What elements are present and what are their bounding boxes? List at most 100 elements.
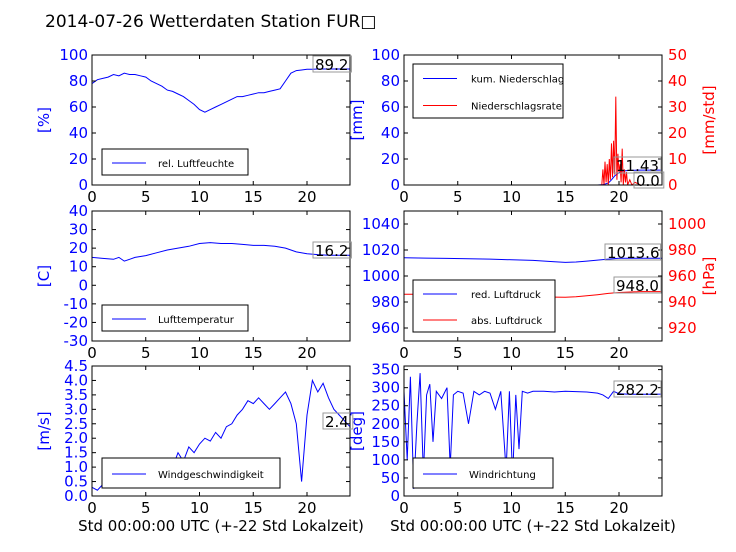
current-value-wind_speed-box: [322, 412, 354, 430]
legend-box-wind_speed: [101, 457, 281, 489]
x-tick-label: 5: [453, 344, 463, 362]
y-tick-label-right: 1000: [668, 215, 706, 233]
x-axis-label: Std 00:00:00 UTC (+-22 Std Lokalzeit): [78, 517, 364, 535]
y-tick-label-right: 940: [668, 293, 697, 311]
y-tick-label: 20: [69, 150, 88, 168]
y-tick-label-right: 30: [668, 98, 687, 116]
x-tick-label: 15: [556, 344, 575, 362]
legend-label: Windrichtung: [469, 470, 536, 481]
x-tick-label: 5: [453, 188, 463, 206]
y-tick-label: -30: [64, 332, 89, 350]
legend-box-precip: [412, 63, 564, 119]
series-line-humidity-0: [92, 68, 350, 113]
y-tick-label: 30: [69, 221, 88, 239]
current-value-pressure-box: [604, 243, 662, 261]
panel-precip: 0 5 10 15 20 0 20 40 60 80 100 0 10 20 30 40 50 [mm/std] […: [348, 46, 718, 206]
y-tick-label: 100: [371, 451, 400, 469]
series-line-pressure-0: [404, 257, 662, 263]
y-axis-label-right: [mm/std]: [700, 85, 718, 154]
x-tick-label: 10: [190, 188, 209, 206]
y-tick-label: 80: [381, 72, 400, 90]
y-axis-label-right: [hPa]: [700, 257, 718, 296]
x-tick-label: 0: [399, 188, 409, 206]
legend-label: red. Luftdruck: [471, 290, 541, 301]
current-value-right-pressure: 948.0: [616, 277, 659, 295]
y-tick-label: 80: [69, 72, 88, 90]
y-tick-label: 4.5: [64, 357, 88, 375]
y-tick-label-right: 20: [668, 124, 687, 142]
legend-label: kum. Niederschlag: [471, 75, 564, 86]
y-tick-label-right: 10: [668, 150, 687, 168]
current-value-precip-box: [613, 156, 662, 174]
y-tick-label: 100: [59, 46, 88, 64]
y-tick-label: 20: [381, 150, 400, 168]
x-tick-label: 10: [502, 499, 521, 517]
y-tick-label: -20: [64, 313, 89, 331]
y-tick-label: 40: [69, 202, 88, 220]
y-tick-label: 20: [69, 239, 88, 257]
legend-box-humidity: [101, 148, 249, 176]
x-tick-label: 10: [190, 344, 209, 362]
y-tick-label: 0: [390, 487, 400, 505]
x-tick-label: 10: [502, 188, 521, 206]
y-tick-label: 250: [371, 397, 400, 415]
legend-label: rel. Luftfeuchte: [158, 159, 234, 170]
current-value-wind_direction-box: [613, 380, 662, 398]
current-value-pressure: 1013.6: [607, 244, 660, 262]
x-tick-label: 5: [141, 188, 151, 206]
y-tick-label: 0.5: [64, 473, 88, 491]
current-value-right-precip: 0.0: [636, 172, 660, 190]
y-tick-label: 3.5: [64, 386, 88, 404]
x-tick-label: 20: [297, 188, 316, 206]
legend-label: abs. Luftdruck: [471, 316, 542, 327]
chart-title: 2014-07-26 Wetterdaten Station FUR□: [45, 12, 376, 32]
y-tick-label-right: 980: [668, 241, 697, 259]
x-tick-label: 0: [87, 344, 97, 362]
x-tick-label: 15: [244, 344, 263, 362]
current-value-precip: 11.43: [616, 157, 659, 175]
current-value-right-pressure-box: [613, 276, 662, 294]
x-tick-label: 15: [244, 188, 263, 206]
y-axis-label: [%]: [35, 107, 53, 133]
y-axis-label: [C]: [35, 265, 53, 287]
x-axis-label: Std 00:00:00 UTC (+-22 Std Lokalzeit): [390, 517, 676, 535]
x-tick-label: 10: [190, 499, 209, 517]
x-tick-label: 20: [297, 499, 316, 517]
y-tick-label: 60: [69, 98, 88, 116]
current-value-humidity-box: [312, 55, 352, 73]
legend-box-temperature: [101, 304, 249, 332]
x-tick-label: 20: [609, 188, 628, 206]
y-tick-label: 0: [390, 176, 400, 194]
y-tick-label: 200: [371, 415, 400, 433]
panel-temperature: 0 5 10 15 20-30-20-10010203040[C]16.2Lufttem…: [35, 202, 352, 362]
y-tick-label: 350: [371, 361, 400, 379]
legend-label: Niederschlagsrate: [471, 102, 562, 113]
axes-frame-temperature: [91, 210, 351, 342]
x-tick-label: 20: [609, 499, 628, 517]
y-tick-label: 1.0: [64, 458, 88, 476]
y-tick-label-right: 50: [668, 46, 687, 64]
current-value-wind_direction: 282.2: [616, 381, 659, 399]
x-tick-label: 5: [141, 499, 151, 517]
y-tick-label: -10: [64, 295, 89, 313]
axes-frame-humidity: [91, 54, 351, 186]
x-tick-label: 10: [502, 344, 521, 362]
y-tick-label: 150: [371, 433, 400, 451]
x-tick-label: 20: [297, 344, 316, 362]
current-value-temperature-box: [312, 241, 352, 259]
legend-box-wind_direction: [412, 457, 554, 489]
current-value-humidity: 89.2: [315, 56, 348, 74]
y-tick-label: 1020: [362, 241, 400, 259]
current-value-temperature: 16.2: [315, 242, 348, 260]
y-tick-label: 300: [371, 379, 400, 397]
y-tick-label: 60: [381, 98, 400, 116]
x-tick-label: 15: [244, 499, 263, 517]
y-tick-label-right: 960: [668, 267, 697, 285]
y-tick-label-right: 920: [668, 319, 697, 337]
x-tick-label: 15: [556, 188, 575, 206]
current-value-right-precip-box: [633, 171, 665, 189]
y-tick-label: 100: [371, 46, 400, 64]
x-tick-label: 0: [399, 499, 409, 517]
